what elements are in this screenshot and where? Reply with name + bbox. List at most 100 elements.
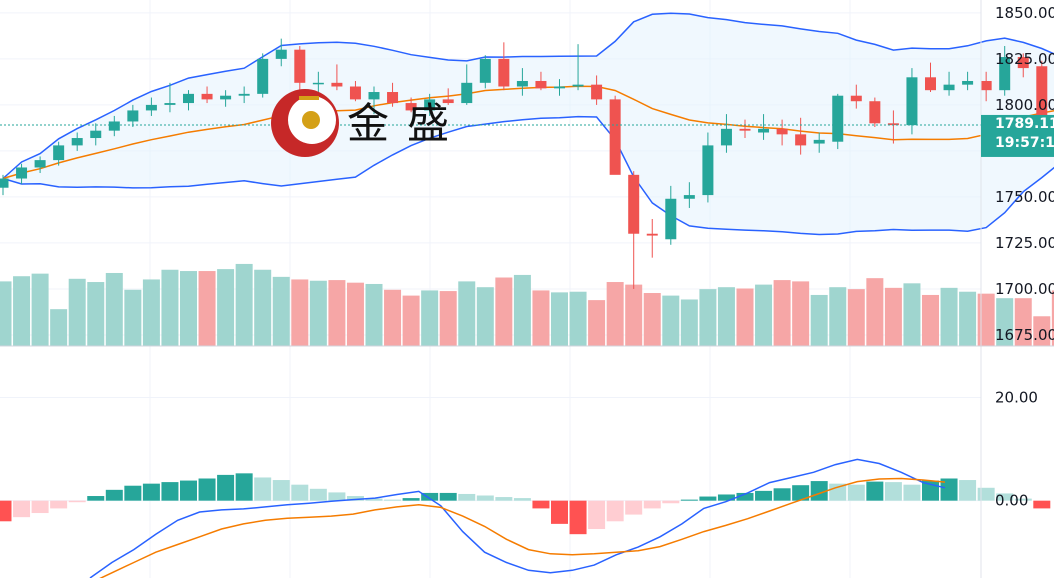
volume-bar (31, 273, 49, 346)
candle (1017, 53, 1029, 78)
candlesticks[interactable] (0, 38, 1054, 289)
volume-bar (847, 289, 865, 346)
candle-body (368, 92, 380, 100)
candle-body (850, 95, 862, 102)
volume-bar (588, 300, 606, 346)
candle-body (479, 58, 491, 83)
macd-histogram-bar (940, 478, 958, 501)
price-tick-label: 1725.00 (995, 234, 1054, 252)
candle (628, 171, 640, 289)
candle (925, 62, 936, 93)
candle (665, 185, 677, 245)
candle-body (758, 128, 770, 133)
volume-bar (513, 274, 531, 346)
macd-histogram-bar (1014, 498, 1032, 501)
candle-body (461, 82, 473, 104)
candle (145, 97, 157, 116)
macd-histogram-bar (346, 496, 364, 501)
macd-histogram (0, 473, 1051, 535)
macd-histogram-bar (736, 492, 754, 501)
candle-body (405, 103, 417, 111)
candle (405, 97, 417, 113)
volume-bar (309, 280, 327, 346)
candle-body (1036, 66, 1048, 118)
price-tick-label: 1825.00 (995, 50, 1054, 68)
macd-histogram-bar (996, 493, 1014, 501)
candle (71, 132, 83, 151)
volume-bar (13, 276, 31, 346)
macd-histogram-bar (124, 485, 142, 501)
volume-bar (1051, 290, 1054, 346)
logo-coin-icon (302, 111, 320, 129)
volume-bar (180, 271, 197, 346)
candle-body (832, 95, 844, 142)
macd-histogram-bar (235, 473, 253, 501)
price-tick-label: 1750.00 (995, 188, 1054, 206)
volume-bar (922, 294, 939, 346)
candle (498, 42, 510, 91)
macd-histogram-bar (291, 484, 309, 501)
price-tick-label: 1850.00 (995, 4, 1054, 22)
candle-body (220, 95, 232, 100)
macd-histogram-bar (476, 495, 494, 501)
macd-histogram-bar (755, 490, 773, 501)
macd-histogram-bar (680, 499, 698, 501)
candle (906, 68, 918, 135)
candle (591, 75, 603, 105)
candle (0, 174, 9, 196)
macd-histogram-bar (421, 492, 439, 501)
candle (275, 38, 287, 67)
candle-body (999, 57, 1011, 91)
volume-bar (402, 295, 420, 346)
macd-histogram-bar (606, 500, 624, 522)
candle-body (34, 160, 46, 168)
candle-body (108, 121, 120, 131)
macd-histogram-bar (513, 498, 531, 501)
price-tick-label: 1800.00 (995, 96, 1054, 114)
macd-histogram-bar (884, 482, 902, 501)
volume-bar (476, 287, 494, 346)
macd-tick-label: 0.00 (995, 492, 1028, 510)
volume-bar (606, 282, 624, 346)
volume-bar (662, 295, 680, 346)
volume-bar (829, 287, 847, 346)
candle (776, 119, 788, 146)
last-price-countdown: 19:57:1 (995, 135, 1054, 151)
macd-axis[interactable]: 20.00 0.00 (995, 389, 1038, 510)
candle (108, 115, 120, 137)
candle-body (164, 103, 176, 105)
candle-body (702, 145, 714, 196)
macd-histogram-bar (105, 489, 123, 501)
candle-body (628, 174, 640, 234)
last-price-tag: 1789.11 19:57:1 (981, 114, 1054, 157)
candle-body (238, 93, 250, 96)
macd-histogram-bar (643, 500, 661, 509)
macd-histogram-bar (217, 474, 235, 501)
candle (461, 64, 473, 105)
volume-bar (439, 291, 457, 346)
macd-histogram-bar (792, 485, 810, 501)
volume-bars (0, 263, 1054, 346)
candle (349, 80, 361, 102)
candle-body (776, 128, 788, 135)
candle (758, 114, 770, 140)
candle-body (201, 93, 213, 100)
candle-body (943, 84, 955, 91)
price-axis[interactable]: 1850.001825.001800.001775.001750.001725.… (995, 4, 1054, 344)
last-price-tag-bg (981, 114, 1054, 157)
macd-histogram-bar (588, 500, 606, 530)
volume-bar (773, 280, 791, 346)
volume-bar (1014, 298, 1032, 346)
macd-histogram-bar (1033, 500, 1051, 509)
candle (34, 156, 46, 173)
volume-bar (495, 277, 513, 346)
candle (832, 93, 844, 150)
candle (442, 88, 454, 105)
macd-histogram-bar (551, 500, 568, 524)
volume-bar (736, 288, 754, 346)
macd-histogram-bar (959, 480, 977, 501)
macd-line (89, 458, 946, 578)
volume-bar (551, 292, 568, 346)
volume-bar (217, 269, 235, 346)
